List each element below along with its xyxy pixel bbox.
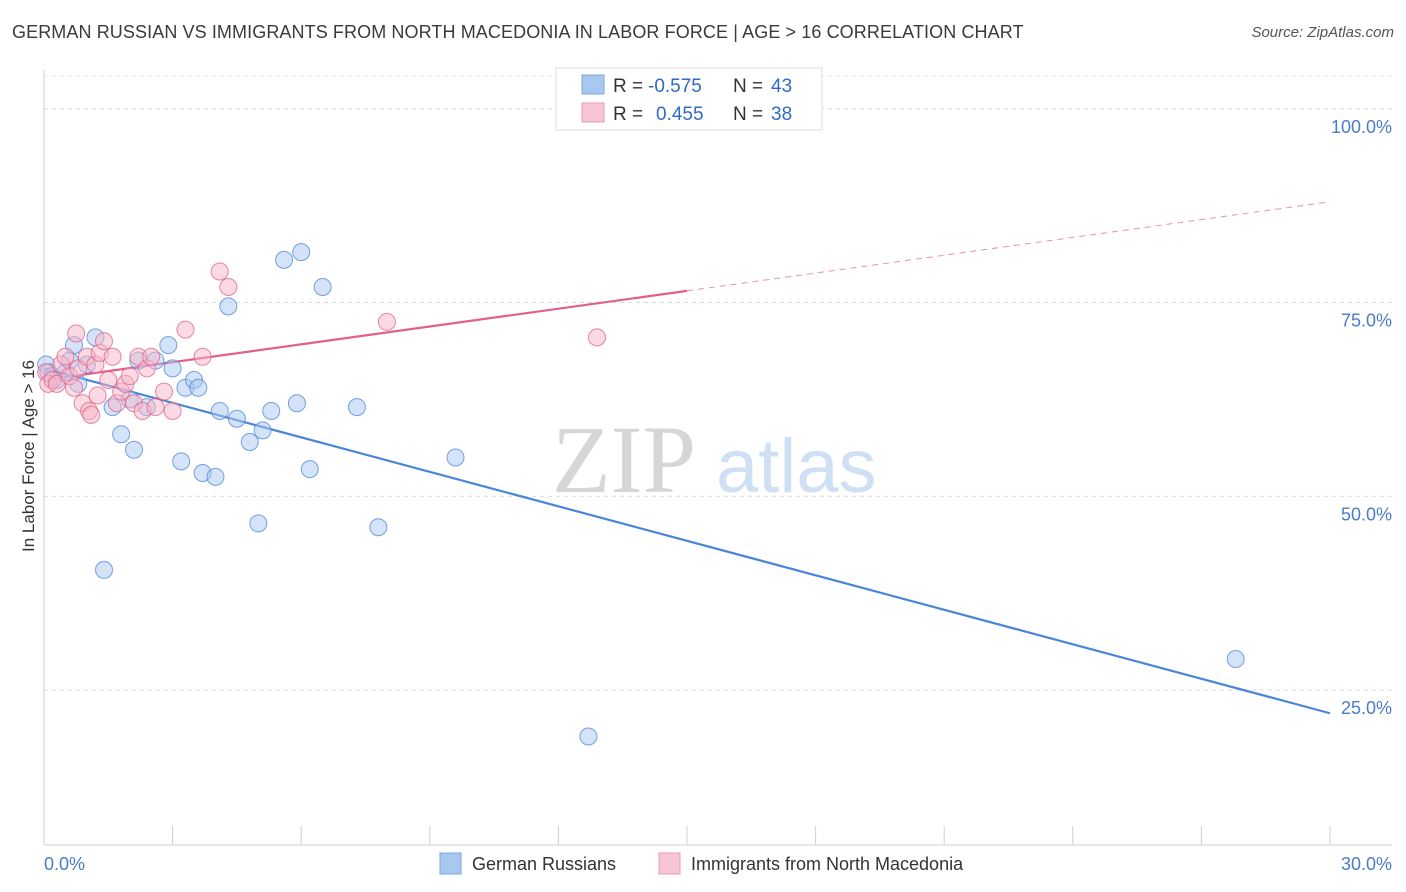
point-north-macedonia-32 xyxy=(176,320,195,339)
point-german-russians-41 xyxy=(579,727,598,746)
legend-top: R = -0.575 N = 43 R = 0.455 N = 38 xyxy=(555,67,823,131)
legend-n-value-1: 43 xyxy=(771,76,792,97)
point-german-russians-27 xyxy=(219,297,238,316)
legend-swatch-north-macedonia xyxy=(581,102,605,123)
point-german-russians-30 xyxy=(249,514,268,533)
point-north-macedonia-23 xyxy=(120,367,139,386)
legend-swatch-german-russians xyxy=(581,74,605,95)
y-tick-label-25: 25.0% xyxy=(1341,698,1392,718)
y-axis-label: In Labor Force | Age > 16 xyxy=(19,360,38,552)
point-north-macedonia-28 xyxy=(142,347,161,366)
x-tick-label-max: 30.0% xyxy=(1341,854,1392,874)
point-north-macedonia-33 xyxy=(193,347,212,366)
point-german-russians-36 xyxy=(300,460,319,479)
point-north-macedonia-34 xyxy=(210,262,229,281)
point-german-russians-33 xyxy=(275,250,294,269)
y-tick-label-50: 50.0% xyxy=(1341,504,1392,524)
legend-r-value-1: -0.575 xyxy=(648,76,702,97)
point-north-macedonia-29 xyxy=(146,398,165,417)
bottom-legend-label-north-macedonia: Immigrants from North Macedonia xyxy=(691,854,964,874)
trend-extension-north-macedonia xyxy=(686,201,1331,292)
point-german-russians-14 xyxy=(125,440,144,459)
point-north-macedonia-37 xyxy=(587,328,606,347)
bottom-legend-swatch-german-russians xyxy=(439,852,462,875)
point-german-russians-38 xyxy=(347,398,366,417)
source-credit: Source: ZipAtlas.com xyxy=(1251,24,1394,41)
point-german-russians-25 xyxy=(206,467,225,486)
point-north-macedonia-35 xyxy=(219,278,238,296)
point-north-macedonia-19 xyxy=(103,347,122,366)
point-north-macedonia-13 xyxy=(82,405,101,424)
point-german-russians-32 xyxy=(262,402,281,420)
bottom-legend-label-german-russians: German Russians xyxy=(472,854,616,874)
point-german-russians-18 xyxy=(159,336,178,355)
point-german-russians-23 xyxy=(189,378,208,397)
x-tick-label-min: 0.0% xyxy=(44,854,85,874)
point-german-russians-19 xyxy=(163,359,182,378)
point-german-russians-26 xyxy=(210,402,229,420)
point-north-macedonia-15 xyxy=(88,386,107,405)
point-german-russians-31 xyxy=(253,421,272,440)
point-north-macedonia-30 xyxy=(155,382,174,401)
legend-r-value-2: 0.455 xyxy=(656,104,704,125)
data-points xyxy=(37,243,1245,746)
chart-title: GERMAN RUSSIAN VS IMMIGRANTS FROM NORTH … xyxy=(12,22,1024,42)
point-north-macedonia-31 xyxy=(163,402,182,420)
point-german-russians-29 xyxy=(240,433,259,451)
point-north-macedonia-36 xyxy=(377,312,396,331)
y-tick-label-100: 100.0% xyxy=(1331,117,1392,137)
point-north-macedonia-18 xyxy=(99,371,118,389)
point-german-russians-35 xyxy=(292,243,311,262)
point-north-macedonia-8 xyxy=(67,324,86,343)
point-north-macedonia-5 xyxy=(56,347,75,366)
watermark-zip: ZIP xyxy=(552,406,696,513)
point-german-russians-10 xyxy=(95,560,114,579)
point-german-russians-12 xyxy=(112,425,131,444)
legend-n-label-1: N = xyxy=(733,76,763,97)
point-german-russians-34 xyxy=(287,394,306,413)
gridlines: 25.0% 50.0% 75.0% 100.0% xyxy=(44,75,1392,718)
legend-r-label-1: R = xyxy=(613,76,643,97)
legend-r-label-2: R = xyxy=(613,104,643,125)
point-german-russians-20 xyxy=(172,452,191,471)
point-german-russians-40 xyxy=(446,448,465,467)
legend-n-label-2: N = xyxy=(733,104,763,125)
point-german-russians-37 xyxy=(313,278,332,296)
point-german-russians-39 xyxy=(369,518,388,537)
watermark-atlas: atlas xyxy=(716,424,877,509)
point-north-macedonia-7 xyxy=(65,378,84,397)
legend-n-value-2: 38 xyxy=(771,104,792,125)
point-north-macedonia-17 xyxy=(95,332,114,351)
point-german-russians-28 xyxy=(227,409,246,428)
watermark: ZIP atlas xyxy=(552,406,877,513)
point-german-russians-42 xyxy=(1226,650,1245,668)
bottom-legend-swatch-north-macedonia xyxy=(658,852,681,875)
legend-bottom: German Russians Immigrants from North Ma… xyxy=(439,852,964,875)
axes: 0.0% 30.0% xyxy=(43,70,1392,874)
y-tick-label-75: 75.0% xyxy=(1341,311,1392,331)
